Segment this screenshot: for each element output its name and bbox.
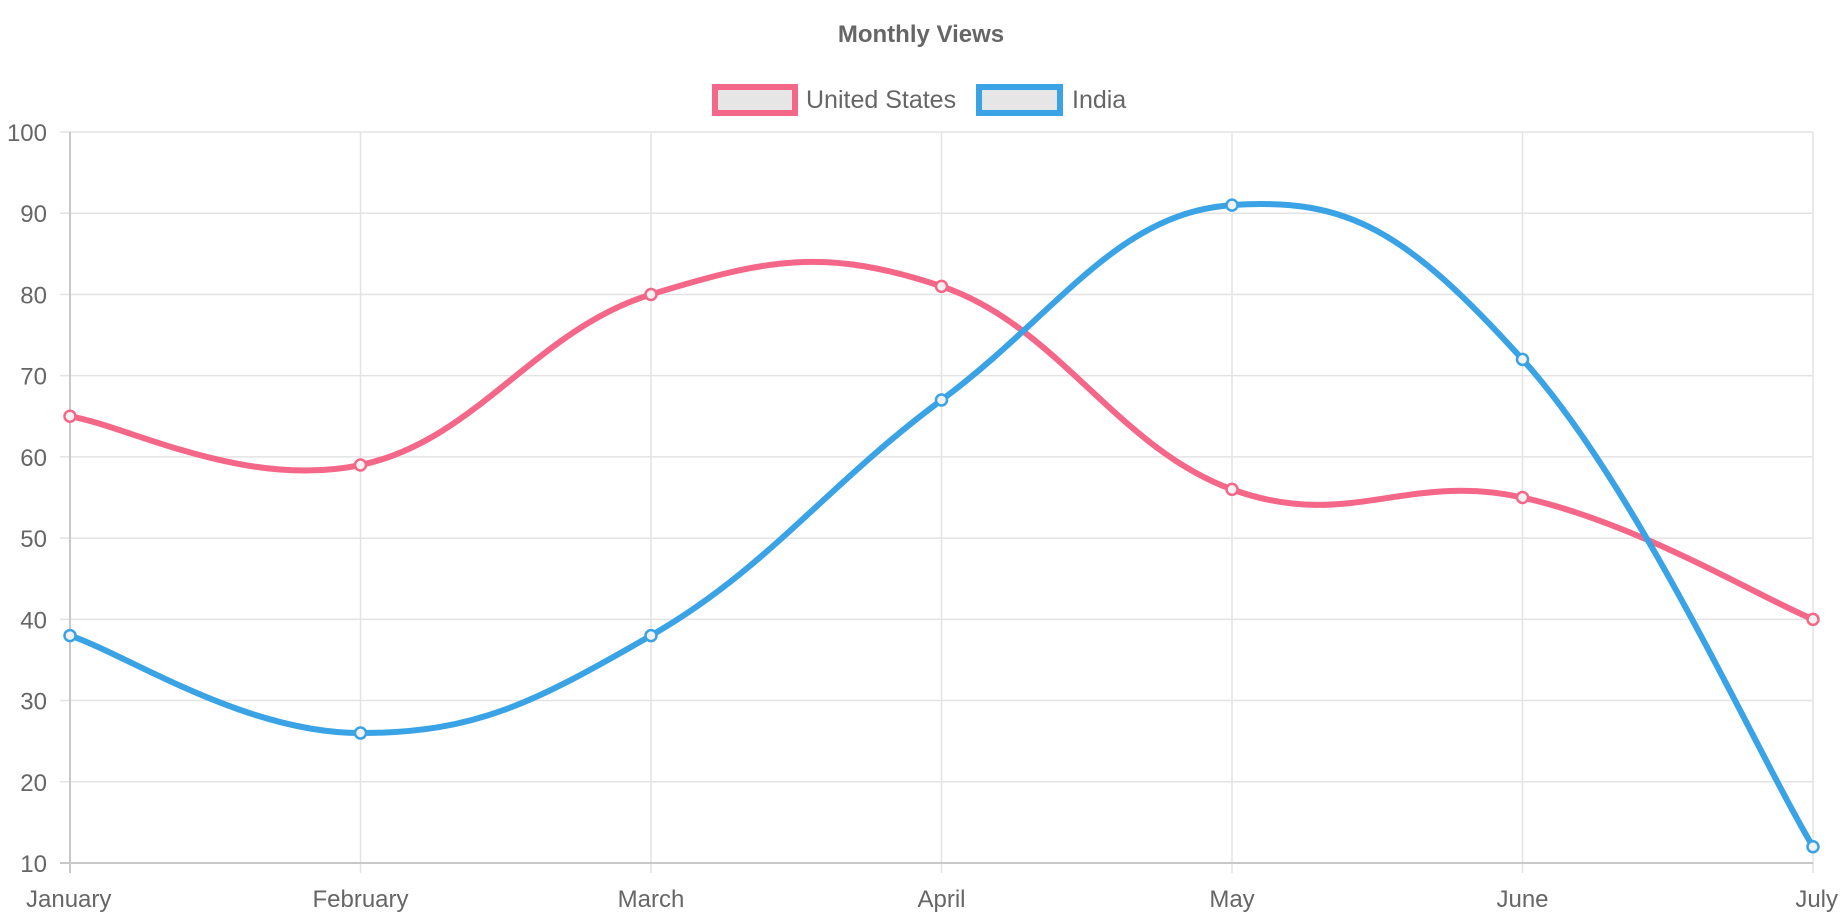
y-tick-label-80: 80 xyxy=(20,282,47,309)
legend-swatch-india xyxy=(976,84,1063,116)
legend-item-united-states[interactable]: United States xyxy=(712,84,956,116)
y-tick-label-50: 50 xyxy=(20,526,47,553)
data-point-united-states-january[interactable] xyxy=(63,409,77,424)
series-group xyxy=(63,198,1820,854)
data-point-india-may[interactable] xyxy=(1225,198,1239,212)
data-point-united-states-april[interactable] xyxy=(934,279,949,294)
y-tick-label-60: 60 xyxy=(20,445,47,472)
x-axis-ticks: January February March April May June July xyxy=(26,886,1838,913)
series-india xyxy=(63,198,1820,854)
y-tick-label-70: 70 xyxy=(20,364,47,391)
data-point-india-march[interactable] xyxy=(644,628,658,643)
data-point-india-february[interactable] xyxy=(353,726,368,740)
x-tick-label-january: January xyxy=(26,886,111,913)
y-tick-label-90: 90 xyxy=(20,201,47,228)
series-united-states xyxy=(63,258,1820,627)
legend-label-india: India xyxy=(1072,86,1126,114)
x-tick-label-february: February xyxy=(312,886,408,913)
chart-title: Monthly Views xyxy=(838,21,1004,48)
y-tick-label-30: 30 xyxy=(20,689,47,716)
data-point-india-april[interactable] xyxy=(934,393,949,407)
legend-label-united-states: United States xyxy=(806,86,956,114)
data-point-india-january[interactable] xyxy=(63,628,77,643)
y-tick-label-10: 10 xyxy=(20,851,47,878)
x-tick-label-june: June xyxy=(1496,886,1548,913)
axes xyxy=(60,132,1813,873)
series-line-india xyxy=(67,200,1816,850)
legend: United States India xyxy=(712,84,1126,116)
legend-swatch-united-states xyxy=(712,84,798,116)
data-point-united-states-june[interactable] xyxy=(1515,490,1530,505)
legend-item-india[interactable]: India xyxy=(976,84,1126,116)
x-tick-label-july: July xyxy=(1795,886,1838,913)
data-point-india-june[interactable] xyxy=(1515,352,1530,367)
data-point-india-july[interactable] xyxy=(1806,840,1820,854)
x-tick-label-march: March xyxy=(618,886,685,913)
y-tick-label-100: 100 xyxy=(7,120,47,147)
y-axis-ticks: 10 20 30 40 50 60 70 80 90 100 xyxy=(7,120,47,878)
data-point-united-states-march[interactable] xyxy=(644,287,658,302)
data-point-united-states-may[interactable] xyxy=(1225,482,1239,497)
data-point-united-states-july[interactable] xyxy=(1806,612,1820,627)
x-tick-label-april: April xyxy=(917,886,965,913)
x-tick-label-may: May xyxy=(1209,886,1254,913)
y-tick-label-40: 40 xyxy=(20,607,47,634)
y-tick-label-20: 20 xyxy=(20,770,47,797)
data-point-united-states-february[interactable] xyxy=(353,458,368,472)
